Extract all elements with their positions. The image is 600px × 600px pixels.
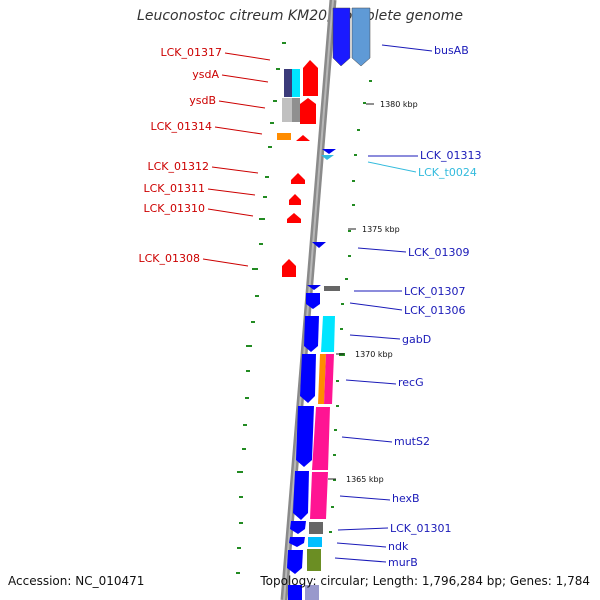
gene-ndk-rev [289, 537, 305, 547]
gene-label-LCK_t0024: LCK_t0024 [418, 166, 477, 179]
gene-label-gabD: gabD [402, 333, 431, 346]
scale-ticks [328, 103, 374, 480]
gene-gabD-rna [321, 316, 335, 352]
gene-ndk-a [308, 537, 322, 547]
scale-label-1370: 1370 kbp [355, 350, 393, 359]
gene-LCK_t0024 [321, 155, 334, 160]
gene-hexB-a [310, 472, 328, 519]
gc-skew-track [236, 42, 286, 574]
gc-content-track [329, 80, 372, 533]
gene-busAB-a [332, 7, 351, 67]
gene-ysdA-b [292, 69, 300, 97]
scale-label-1380: 1380 kbp [380, 100, 418, 109]
gene-hexB-rev [293, 471, 309, 520]
gene-tail-b [305, 585, 319, 600]
gene-LCK_01313 [322, 149, 336, 154]
gene-murB-rev [287, 550, 303, 574]
gene-LCK_01314 [277, 133, 291, 140]
gene-label-LCK_01308: LCK_01308 [138, 252, 200, 265]
gene-gabD-rev [304, 316, 319, 352]
gene-label-ysdA: ysdA [192, 68, 219, 81]
gene-label-busAB: busAB [434, 44, 469, 57]
gene-mutS2-a [312, 407, 330, 470]
gene-LCK_01309 [312, 242, 326, 248]
gene-LCK_01317 [303, 60, 318, 96]
gene-label-LCK_01309: LCK_01309 [408, 246, 470, 259]
rna-leader [367, 161, 417, 173]
gene-LCK_01312 [291, 173, 305, 184]
gene-recG-a [318, 354, 326, 404]
gene-label-LCK_01301: LCK_01301 [390, 522, 452, 535]
reverse-leaders [334, 44, 433, 563]
gene-label-LCK_01317: LCK_01317 [160, 46, 222, 59]
gene-tail-a [288, 585, 302, 600]
map-title: Leuconostoc citreum KM20, complete genom… [137, 8, 463, 24]
gene-murB-a [307, 549, 321, 571]
forward-leaders [202, 52, 271, 267]
gene-LCK_01310 [287, 213, 301, 223]
gene-label-LCK_01314: LCK_01314 [150, 120, 212, 133]
gene-mutS2-rev [296, 406, 314, 467]
gene-ysdA-a [284, 69, 292, 97]
scale-label-1375: 1375 kbp [362, 225, 400, 234]
gene-LCK_01307-b [324, 286, 340, 291]
gene-label-hexB: hexB [392, 492, 420, 505]
gene-label-ndk: ndk [388, 540, 409, 553]
gene-LCK_01306 [306, 293, 320, 309]
gene-ysdB-b [292, 98, 300, 122]
gene-label-LCK_01310: LCK_01310 [143, 202, 205, 215]
accession-text: Accession: NC_010471 [8, 574, 145, 588]
gene-features-top [277, 7, 371, 309]
gene-LCK_01301-rev [290, 521, 306, 534]
gene-label-recG: recG [398, 376, 424, 389]
gene-LCK_01308 [282, 259, 296, 277]
gene-ysdB-fwd [300, 98, 316, 124]
gene-label-LCK_01306: LCK_01306 [404, 304, 466, 317]
gene-ysdB-a [282, 98, 292, 122]
scale-label-1365: 1365 kbp [346, 475, 384, 484]
gene-LCK_01301-a [309, 522, 323, 534]
gene-LCK_01314-fwd [296, 135, 310, 141]
gene-busAB-b [351, 7, 371, 67]
gene-label-LCK_01312: LCK_01312 [147, 160, 209, 173]
gene-label-LCK_01307: LCK_01307 [404, 285, 466, 298]
gene-features-bottom [287, 316, 335, 600]
gene-LCK_01311 [289, 194, 301, 205]
topology-text: Topology: circular; Length: 1,796,284 bp… [260, 574, 590, 588]
gene-LCK_01307-a [307, 285, 321, 290]
gene-label-LCK_01313: LCK_01313 [420, 149, 482, 162]
gene-recG-rev [300, 354, 316, 403]
gene-recG-b [324, 354, 334, 404]
gene-label-mutS2: mutS2 [394, 435, 430, 448]
gene-label-LCK_01311: LCK_01311 [143, 182, 205, 195]
gene-label-ysdB: ysdB [189, 94, 216, 107]
gene-label-murB: murB [388, 556, 418, 569]
